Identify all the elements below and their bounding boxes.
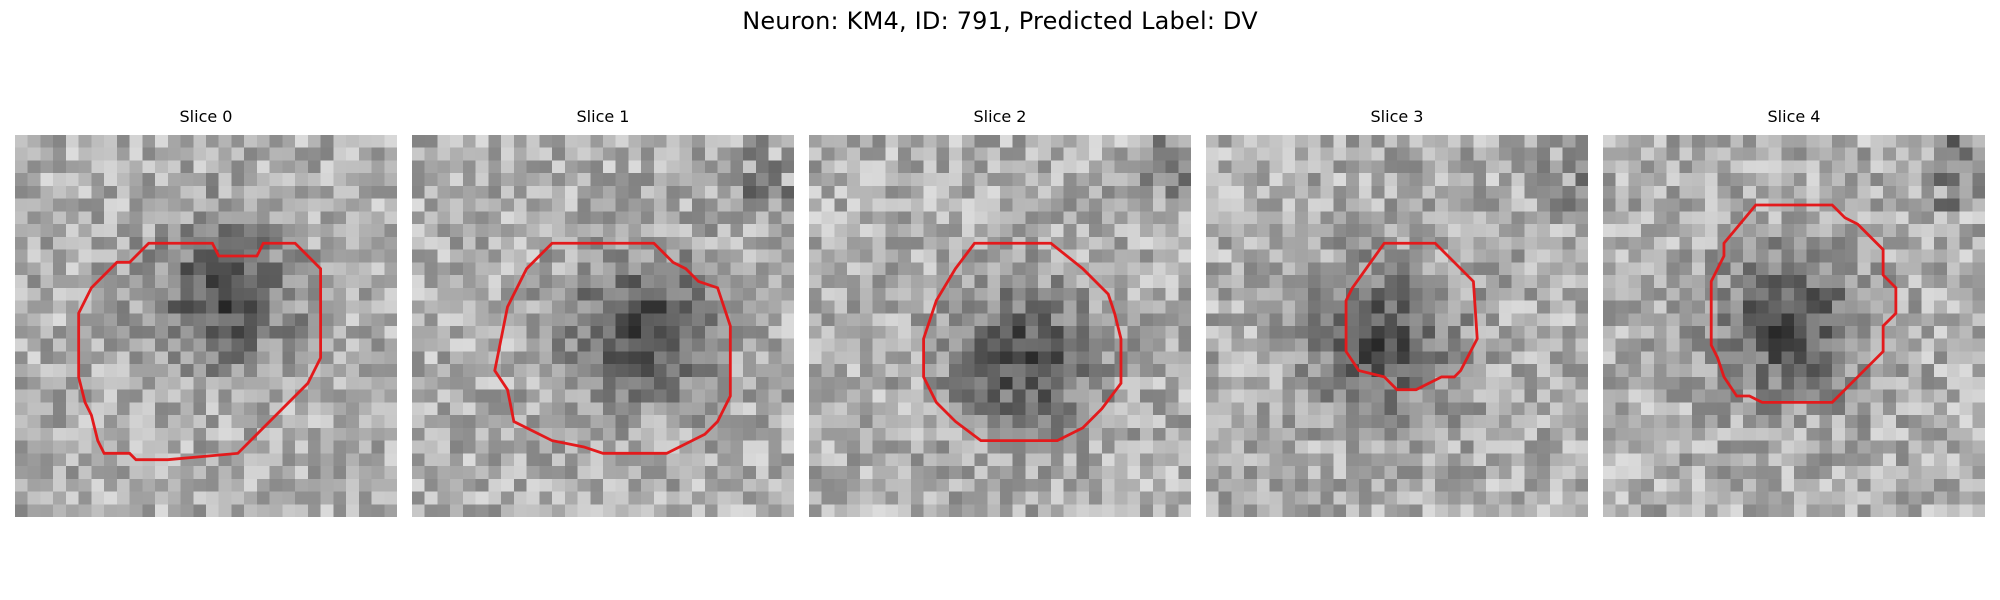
slice-panel: Slice 2 (809, 105, 1191, 517)
slice-image (412, 135, 794, 517)
slice-panel: Slice 0 (15, 105, 397, 517)
slice-image-svg (1603, 135, 1985, 517)
figure-title: Neuron: KM4, ID: 791, Predicted Label: D… (742, 7, 1258, 35)
slice-title: Slice 3 (1370, 107, 1424, 126)
cell-contour (77, 241, 323, 462)
slice-image-svg (809, 135, 1191, 517)
cell-contour (1344, 241, 1479, 392)
slice-image (809, 135, 1191, 517)
cell-contour (1709, 203, 1898, 404)
slice-title: Slice 0 (179, 107, 233, 126)
slice-title: Slice 4 (1767, 107, 1821, 126)
slice-image (1206, 135, 1588, 517)
slice-panel: Slice 4 (1603, 105, 1985, 517)
slice-image (15, 135, 397, 517)
cell-contour (493, 241, 732, 455)
slice-panel: Slice 3 (1206, 105, 1588, 517)
cell-contour (922, 241, 1123, 443)
slice-image (1603, 135, 1985, 517)
slice-title: Slice 2 (973, 107, 1027, 126)
slice-image-svg (15, 135, 397, 517)
slice-image-svg (412, 135, 794, 517)
slice-panel: Slice 1 (412, 105, 794, 517)
slice-title: Slice 1 (576, 107, 630, 126)
slice-image-svg (1206, 135, 1588, 517)
